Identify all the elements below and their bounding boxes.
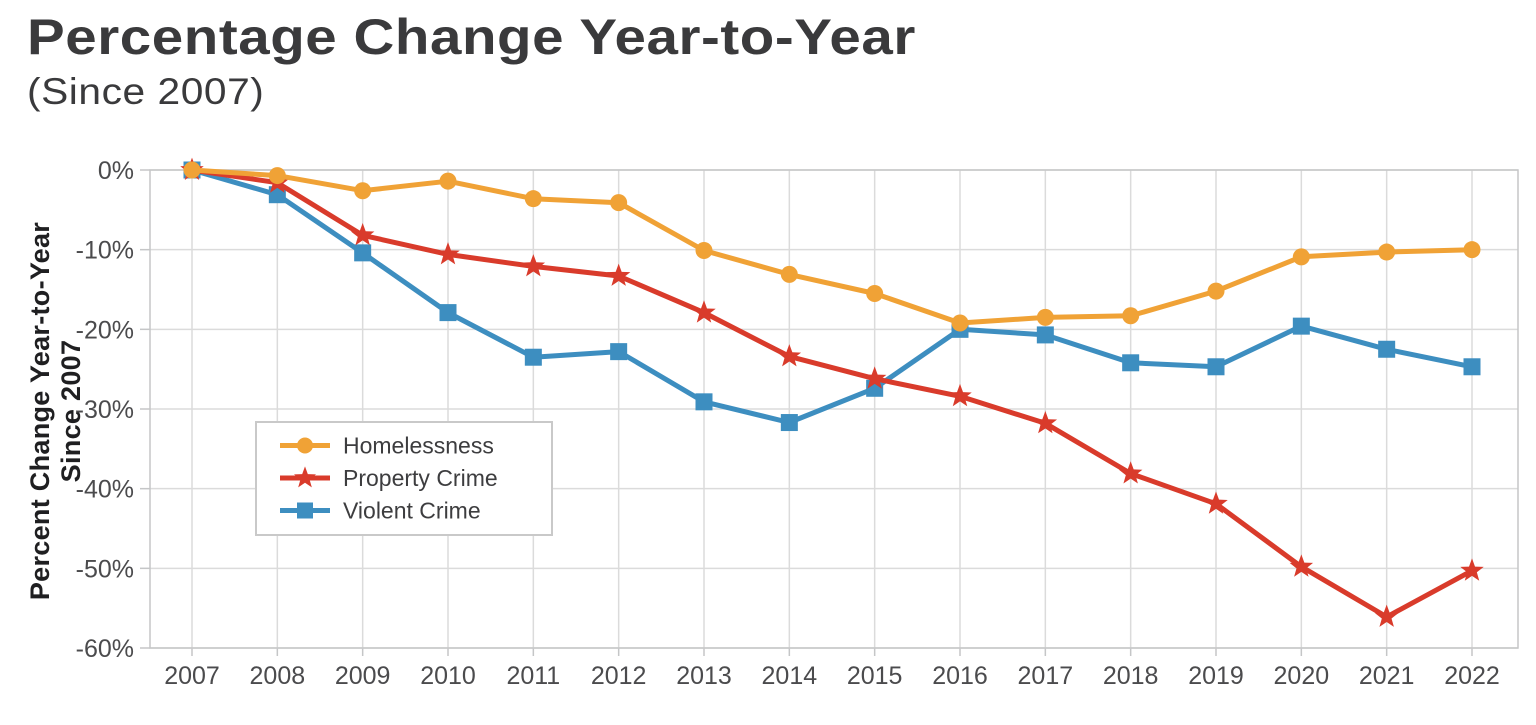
x-tick-label: 2020 bbox=[1274, 662, 1330, 690]
x-tick-label: 2011 bbox=[506, 662, 560, 690]
y-tick-label: -30% bbox=[76, 396, 134, 424]
legend-item-property-crime: Property Crime bbox=[280, 465, 498, 491]
x-axis-labels: 2007 2008 2009 2010 2011 2012 2013 2014 2015 2016… bbox=[164, 662, 1500, 690]
x-tick-label: 2008 bbox=[250, 662, 306, 690]
y-tick-label: -60% bbox=[76, 635, 134, 663]
x-tick-label: 2010 bbox=[420, 662, 476, 690]
y-tick-label: -40% bbox=[76, 476, 134, 504]
legend-label: Homelessness bbox=[343, 433, 494, 459]
y-tick-label: 0% bbox=[98, 157, 134, 185]
x-tick-label: 2012 bbox=[591, 662, 647, 690]
x-tick-label: 2015 bbox=[847, 662, 903, 690]
x-tick-label: 2018 bbox=[1103, 662, 1159, 690]
y-tick-label: -20% bbox=[76, 316, 134, 344]
legend-item-homelessness: Homelessness bbox=[280, 433, 494, 459]
legend-label: Violent Crime bbox=[343, 498, 481, 524]
legend-label: Property Crime bbox=[343, 465, 498, 491]
x-tick-label: 2007 bbox=[164, 662, 220, 690]
chart-title: Percentage Change Year-to-Year bbox=[27, 9, 916, 65]
x-tick-label: 2019 bbox=[1188, 662, 1244, 690]
series-homelessness bbox=[183, 161, 1481, 332]
y-tick-label: -10% bbox=[76, 237, 134, 265]
series-violent-crime bbox=[183, 161, 1481, 432]
x-tick-label: 2014 bbox=[762, 662, 818, 690]
legend: Homelessness Property Crime Violent Crime bbox=[255, 421, 553, 536]
series-property-crime bbox=[180, 157, 1484, 627]
x-tick-label: 2021 bbox=[1359, 662, 1415, 690]
x-tick-label: 2016 bbox=[932, 662, 988, 690]
x-tick-label: 2013 bbox=[676, 662, 732, 690]
chart-subtitle: (Since 2007) bbox=[27, 71, 265, 112]
plot-frame bbox=[149, 169, 1519, 649]
x-tick-label: 2022 bbox=[1444, 662, 1500, 690]
y-tick-label: -50% bbox=[76, 555, 134, 583]
x-tick-label: 2017 bbox=[1018, 662, 1074, 690]
legend-item-violent-crime: Violent Crime bbox=[280, 498, 481, 524]
y-axis-labels: 0% -10% -20% -30% -40% -50% -60% bbox=[76, 157, 134, 663]
x-tick-label: 2009 bbox=[335, 662, 391, 690]
